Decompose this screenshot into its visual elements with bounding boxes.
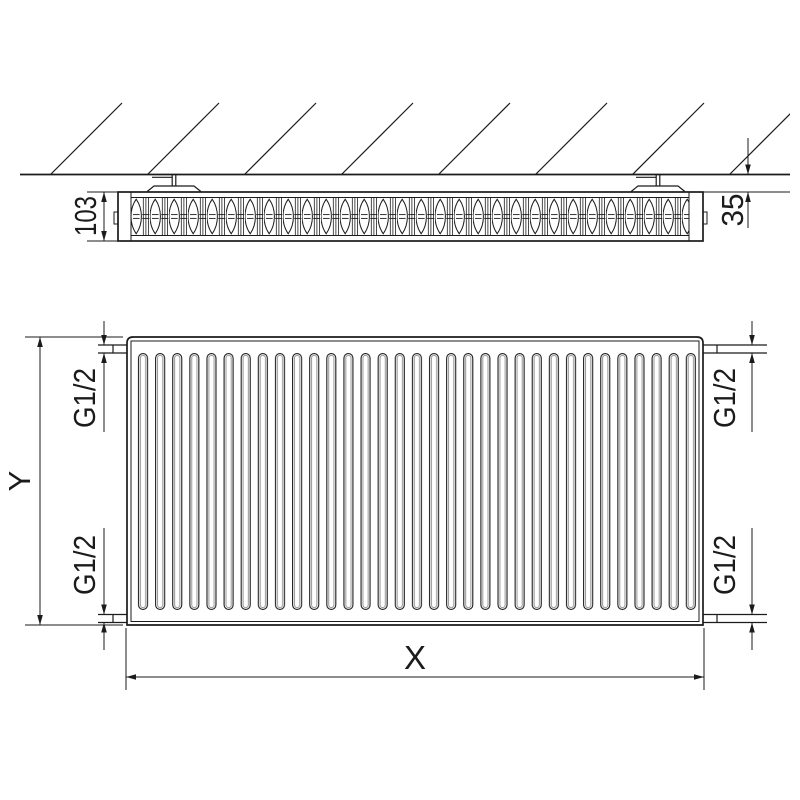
wall-hatching <box>49 102 790 175</box>
end-cap-notch-left <box>113 211 119 225</box>
height-label: Y <box>2 471 37 492</box>
dimension-thread-bottom-right: G1/2 <box>707 528 755 650</box>
thread-label-top-left: G1/2 <box>67 368 102 428</box>
wall-distance-label: 35 <box>715 194 750 227</box>
width-label: X <box>404 639 426 676</box>
dimension-width-x: X <box>125 628 705 690</box>
mounting-bracket-right <box>630 175 686 193</box>
dimension-thread-top-left: G1/2 <box>67 321 107 432</box>
pipe-connection-top-left <box>98 344 127 354</box>
front-view: Y X G1/2 G1/2 <box>2 321 767 690</box>
depth-label: 103 <box>68 196 103 236</box>
end-cap-notch-right <box>702 211 708 225</box>
fin-pattern <box>131 198 689 235</box>
pipe-connection-bottom-left <box>98 613 127 624</box>
pipe-connection-top-right <box>703 344 767 354</box>
thread-label-bottom-right: G1/2 <box>707 535 742 595</box>
thread-label-bottom-left: G1/2 <box>67 535 102 595</box>
pipe-connection-bottom-right <box>703 613 767 624</box>
radiator-top-view-body <box>113 191 708 242</box>
dimension-wall-distance: 35 <box>703 138 790 228</box>
panel-grooves <box>134 353 700 610</box>
radiator-front-panel <box>126 336 704 626</box>
dimension-depth: 103 <box>68 191 118 242</box>
dimension-thread-top-right: G1/2 <box>707 321 755 432</box>
thread-label-top-right: G1/2 <box>707 368 742 428</box>
dimension-thread-bottom-left: G1/2 <box>67 528 107 650</box>
dimension-height-y: Y <box>2 336 123 626</box>
mounting-bracket-left <box>146 175 202 193</box>
top-view: 103 35 <box>20 102 790 242</box>
